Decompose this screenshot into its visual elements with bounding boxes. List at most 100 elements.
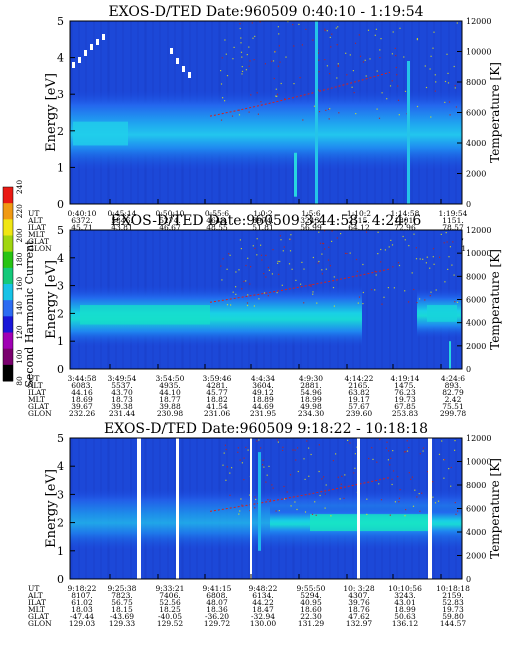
vertical-spike (258, 452, 261, 551)
noise-speck (408, 472, 410, 474)
noise-speck (454, 502, 456, 504)
noise-speck (324, 59, 326, 61)
orbit-value: 893. (445, 381, 462, 390)
noise-speck (430, 55, 432, 57)
noise-speck (264, 63, 266, 65)
noise-speck (280, 82, 282, 85)
noise-speck (280, 239, 282, 241)
noise-speck (327, 259, 330, 261)
noise-speck (429, 295, 431, 297)
y-tick-label: 0 (57, 573, 64, 586)
data-gap (176, 58, 179, 64)
noise-speck (390, 239, 392, 241)
noise-speck (392, 470, 395, 472)
y2-tick-label: 12000 (466, 434, 491, 443)
noise-speck (265, 254, 267, 256)
noise-speck (447, 268, 449, 270)
noise-speck (331, 240, 333, 242)
orbit-value: 72.96 (394, 223, 416, 232)
noise-speck (447, 82, 450, 84)
noise-speck (337, 26, 339, 28)
orbit-value: 8107. (71, 591, 92, 600)
noise-speck (222, 258, 224, 260)
noise-speck (323, 476, 325, 478)
colorbar-swatch (3, 300, 13, 317)
noise-speck (302, 119, 304, 121)
noise-speck (444, 459, 446, 461)
noise-speck (279, 260, 281, 263)
colorbar-tick-label: 180 (15, 252, 24, 267)
noise-speck (378, 117, 381, 119)
noise-speck (293, 45, 295, 47)
noise-speck (321, 253, 323, 255)
noise-speck (318, 260, 320, 263)
orbit-row-label: UT (28, 374, 39, 383)
noise-speck (369, 58, 371, 60)
noise-speck (391, 80, 393, 82)
y-axis-label: Energy [eV] (44, 73, 59, 152)
orbit-value: 56.99 (300, 223, 322, 232)
noise-speck (272, 487, 274, 489)
noise-speck (379, 438, 381, 441)
noise-speck (441, 440, 443, 442)
orbit-value: 1:0:2 (253, 209, 273, 218)
noise-speck (411, 272, 413, 274)
orbit-value: 3604. (252, 381, 273, 390)
noise-speck (323, 243, 325, 245)
noise-speck (282, 250, 284, 252)
noise-speck (254, 247, 256, 250)
colorbar-swatch (3, 332, 13, 350)
orbit-value: 239.60 (346, 409, 372, 418)
noise-speck (329, 73, 331, 75)
noise-speck (220, 265, 222, 267)
orbit-value: 4648. (206, 216, 227, 225)
orbit-value: 61.02 (71, 598, 93, 607)
noise-speck (262, 459, 264, 461)
noise-speck (406, 440, 408, 442)
noise-speck (311, 513, 314, 515)
orbit-row-label: GLON (28, 244, 52, 253)
background-streak (396, 230, 398, 369)
noise-speck (380, 261, 382, 263)
noise-speck (454, 440, 456, 442)
noise-speck (443, 477, 445, 479)
noise-speck (238, 114, 241, 116)
noise-speck (398, 501, 400, 503)
noise-speck (275, 510, 277, 512)
noise-speck (455, 106, 457, 108)
noise-speck (290, 505, 292, 507)
noise-speck (356, 270, 358, 272)
noise-speck (326, 65, 328, 67)
noise-speck (332, 460, 334, 462)
noise-speck (388, 450, 390, 452)
y2-tick-label: 2000 (466, 342, 486, 351)
noise-speck (241, 462, 243, 464)
noise-speck (293, 83, 295, 85)
noise-speck (389, 464, 391, 466)
noise-speck (312, 256, 314, 259)
orbit-row-label: MLT (28, 395, 45, 404)
y2-tick-label: 10000 (466, 458, 491, 467)
orbit-value: 3243. (300, 216, 321, 225)
noise-speck (355, 113, 357, 115)
data-gap (170, 48, 173, 54)
noise-speck (297, 470, 299, 473)
noise-speck (446, 241, 448, 243)
noise-speck (291, 268, 293, 270)
noise-speck (322, 242, 324, 244)
noise-speck (226, 268, 228, 270)
orbit-value: 0:45:14 (108, 209, 137, 218)
noise-speck (432, 496, 434, 498)
energy-band-right-core (427, 305, 457, 322)
y-tick-label: 3 (57, 280, 64, 293)
orbit-table: UTALTILATMLTGLATGLON3:44:586083.44.1618.… (27, 374, 466, 418)
y2-tick-label: 4000 (466, 139, 486, 148)
noise-speck (238, 269, 240, 271)
orbit-value: 2159. (442, 591, 463, 600)
noise-speck (237, 451, 239, 453)
noise-speck (418, 493, 420, 495)
orbit-value: 5846. (111, 216, 132, 225)
noise-speck (247, 257, 249, 259)
data-gap (137, 438, 141, 579)
noise-speck (319, 242, 322, 244)
